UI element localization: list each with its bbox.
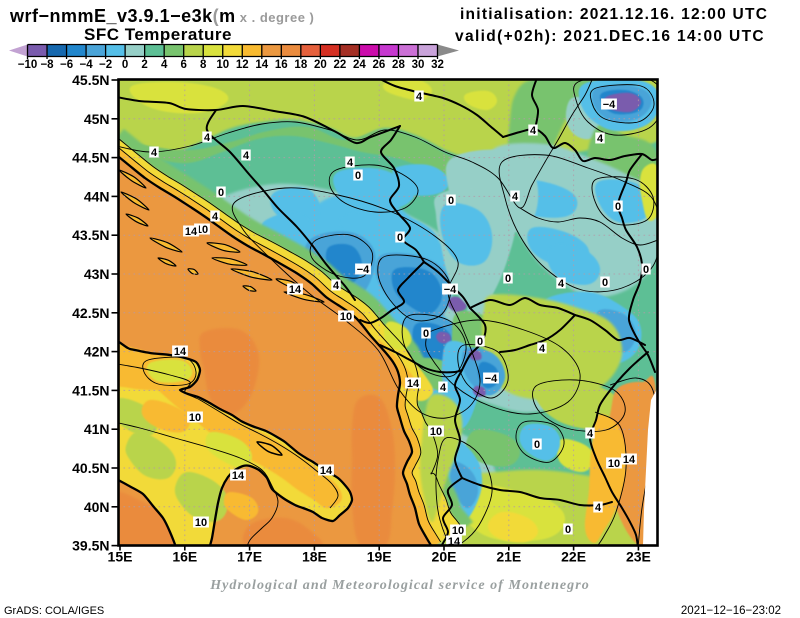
svg-text:valid(+02h): 2021.DEC.16 14:: valid(+02h): 2021.DEC.16 14:00 UTC bbox=[455, 28, 765, 45]
svg-text:−4: −4 bbox=[485, 373, 498, 385]
svg-text:43N: 43N bbox=[84, 266, 110, 282]
svg-text:0: 0 bbox=[615, 201, 621, 213]
svg-text:−4: −4 bbox=[603, 99, 616, 111]
svg-text:14: 14 bbox=[289, 284, 302, 296]
svg-text:10: 10 bbox=[430, 426, 442, 438]
svg-text:4: 4 bbox=[558, 278, 565, 290]
svg-text:20: 20 bbox=[314, 59, 327, 71]
svg-text:14: 14 bbox=[185, 226, 198, 238]
svg-text:4: 4 bbox=[347, 157, 354, 169]
svg-text:23E: 23E bbox=[626, 549, 651, 565]
svg-text:39.5N: 39.5N bbox=[72, 538, 109, 554]
svg-text:0: 0 bbox=[477, 336, 483, 348]
svg-text:42.5N: 42.5N bbox=[72, 305, 109, 321]
svg-text:4: 4 bbox=[597, 133, 604, 145]
svg-text:6: 6 bbox=[180, 59, 186, 71]
svg-text:4: 4 bbox=[204, 132, 211, 144]
svg-text:4: 4 bbox=[595, 502, 602, 514]
svg-text:wrf−nmmE_v3.9.1−e3k(m x . degr: wrf−nmmE_v3.9.1−e3k(m x . degree ) bbox=[9, 6, 314, 26]
svg-text:0: 0 bbox=[122, 59, 128, 71]
svg-text:45.5N: 45.5N bbox=[72, 72, 109, 88]
svg-text:22: 22 bbox=[333, 59, 346, 71]
svg-text:41.5N: 41.5N bbox=[72, 382, 109, 398]
svg-text:40N: 40N bbox=[84, 499, 110, 515]
svg-text:−2: −2 bbox=[99, 59, 112, 71]
svg-text:4: 4 bbox=[440, 382, 447, 394]
svg-text:4: 4 bbox=[539, 343, 546, 355]
svg-text:4: 4 bbox=[161, 59, 168, 71]
svg-text:14: 14 bbox=[623, 454, 636, 466]
svg-text:0: 0 bbox=[602, 277, 608, 289]
svg-text:10: 10 bbox=[195, 517, 207, 529]
svg-text:SFC Temperature: SFC Temperature bbox=[84, 25, 232, 44]
svg-text:19E: 19E bbox=[367, 549, 392, 565]
svg-text:17E: 17E bbox=[237, 549, 262, 565]
svg-text:16E: 16E bbox=[172, 549, 197, 565]
svg-text:−10: −10 bbox=[18, 59, 38, 71]
svg-text:10: 10 bbox=[196, 224, 208, 236]
svg-text:0: 0 bbox=[397, 232, 403, 244]
svg-text:−4: −4 bbox=[444, 284, 457, 296]
svg-text:GrADS: COLA/IGES: GrADS: COLA/IGES bbox=[4, 605, 104, 617]
svg-text:18: 18 bbox=[294, 59, 307, 71]
svg-text:−8: −8 bbox=[40, 59, 54, 71]
svg-text:28: 28 bbox=[392, 59, 405, 71]
svg-text:18E: 18E bbox=[302, 549, 327, 565]
svg-text:14: 14 bbox=[174, 346, 187, 358]
svg-text:−4: −4 bbox=[357, 264, 370, 276]
svg-text:14: 14 bbox=[232, 470, 245, 482]
svg-text:initialisation: 2021.12.16.: initialisation: 2021.12.16. 12:00 UTC bbox=[460, 6, 768, 23]
svg-text:30: 30 bbox=[412, 59, 425, 71]
svg-text:10: 10 bbox=[340, 311, 352, 323]
svg-text:4: 4 bbox=[212, 211, 219, 223]
svg-text:40.5N: 40.5N bbox=[72, 460, 109, 476]
svg-text:0: 0 bbox=[355, 170, 361, 182]
svg-text:42N: 42N bbox=[84, 344, 110, 360]
svg-text:−4: −4 bbox=[80, 59, 94, 71]
svg-text:14: 14 bbox=[407, 378, 420, 390]
svg-text:10: 10 bbox=[608, 458, 620, 470]
svg-text:0: 0 bbox=[505, 273, 511, 285]
svg-text:43.5N: 43.5N bbox=[72, 227, 109, 243]
svg-text:14: 14 bbox=[320, 465, 333, 477]
svg-text:0: 0 bbox=[534, 439, 540, 451]
svg-text:26: 26 bbox=[373, 59, 386, 71]
svg-text:45N: 45N bbox=[84, 111, 110, 127]
svg-text:41N: 41N bbox=[84, 421, 110, 437]
svg-text:4: 4 bbox=[243, 150, 250, 162]
svg-text:24: 24 bbox=[353, 59, 366, 71]
svg-text:4: 4 bbox=[530, 125, 537, 137]
svg-text:21E: 21E bbox=[496, 549, 521, 565]
svg-text:12: 12 bbox=[236, 59, 249, 71]
svg-text:22E: 22E bbox=[561, 549, 586, 565]
svg-text:15E: 15E bbox=[108, 549, 133, 565]
svg-text:8: 8 bbox=[200, 59, 207, 71]
svg-text:44N: 44N bbox=[84, 188, 110, 204]
svg-text:10: 10 bbox=[452, 525, 464, 537]
svg-text:−6: −6 bbox=[60, 59, 73, 71]
svg-text:16: 16 bbox=[275, 59, 288, 71]
svg-text:0: 0 bbox=[218, 187, 224, 199]
svg-text:0: 0 bbox=[423, 328, 429, 340]
svg-text:10: 10 bbox=[216, 59, 229, 71]
svg-text:4: 4 bbox=[333, 280, 340, 292]
svg-text:2021−12−16−23:02: 2021−12−16−23:02 bbox=[681, 605, 781, 617]
svg-text:32: 32 bbox=[431, 59, 444, 71]
svg-text:20E: 20E bbox=[432, 549, 457, 565]
svg-text:44.5N: 44.5N bbox=[72, 150, 109, 166]
svg-text:4: 4 bbox=[416, 91, 423, 103]
svg-text:4: 4 bbox=[512, 191, 519, 203]
svg-text:0: 0 bbox=[565, 524, 571, 536]
svg-text:4: 4 bbox=[151, 147, 158, 159]
svg-text:0: 0 bbox=[448, 195, 454, 207]
svg-text:Hydrological and Meteorologica: Hydrological and Meteorological service … bbox=[209, 578, 590, 593]
svg-text:10: 10 bbox=[189, 412, 201, 424]
svg-text:2: 2 bbox=[141, 59, 147, 71]
svg-text:4: 4 bbox=[587, 428, 594, 440]
svg-text:0: 0 bbox=[643, 264, 649, 276]
svg-text:14: 14 bbox=[255, 59, 268, 71]
